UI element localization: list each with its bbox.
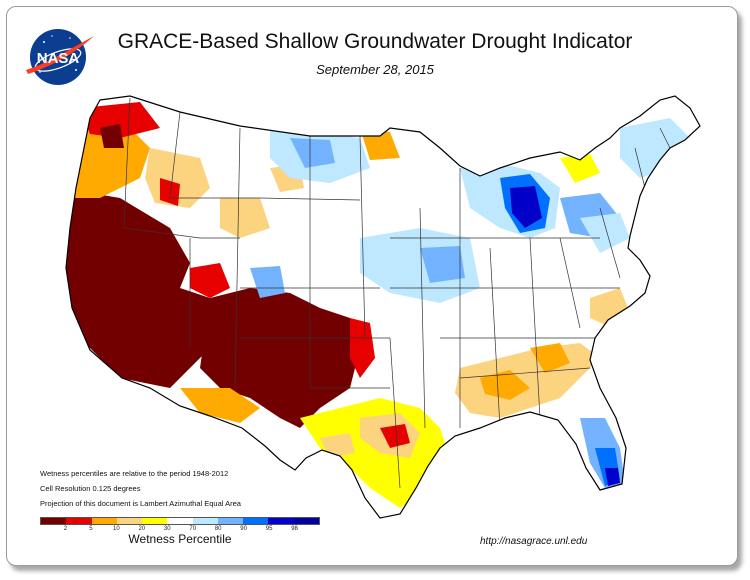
legend-tick-label: 2 [63, 526, 68, 532]
legend-tick-label: 10 [113, 526, 120, 532]
nasa-logo-text: NASA [37, 50, 80, 67]
legend-swatch [167, 518, 193, 524]
legend-swatch [217, 518, 244, 524]
legend-ticks: 2 5 10 20 30 70 80 90 95 98 [40, 526, 320, 536]
legend-swatch [293, 518, 319, 524]
legend-tick-label: 20 [138, 526, 146, 532]
legend-color-bar [40, 517, 320, 525]
note-resolution: Cell Resolution 0.125 degrees [40, 484, 141, 493]
legend-swatch [243, 518, 269, 524]
legend: 2 5 10 20 30 70 80 90 95 98 Wetness Percentile [40, 517, 320, 547]
legend-swatch [116, 518, 143, 524]
legend-tick-label: 98 [291, 526, 298, 532]
source-url[interactable]: http://nasagrace.unl.edu [480, 536, 588, 547]
map-date: September 28, 2015 [316, 62, 434, 77]
legend-swatch [142, 518, 168, 524]
map-title: GRACE-Based Shallow Groundwater Drought … [117, 30, 633, 53]
legend-tick-label: 30 [163, 526, 171, 532]
legend-tick-label: 95 [265, 526, 273, 532]
legend-swatch [268, 518, 294, 524]
legend-tick-label: 70 [189, 526, 197, 532]
note-period: Wetness percentiles are relative to the … [40, 469, 229, 478]
legend-tick-label: 80 [214, 526, 222, 532]
legend-label: Wetness Percentile [128, 532, 232, 546]
legend-swatch [41, 518, 67, 524]
legend-swatch [192, 518, 218, 524]
nasa-logo: NASA [26, 29, 94, 85]
legend-swatch [66, 518, 92, 524]
legend-swatch [91, 518, 117, 524]
us-drought-map [65, 95, 701, 519]
map-notes: Wetness percentiles are relative to the … [40, 466, 241, 511]
legend-tick-label: 5 [89, 526, 93, 532]
legend-tick-label: 90 [240, 526, 247, 532]
note-projection: Projection of this document is Lambert A… [40, 499, 241, 508]
